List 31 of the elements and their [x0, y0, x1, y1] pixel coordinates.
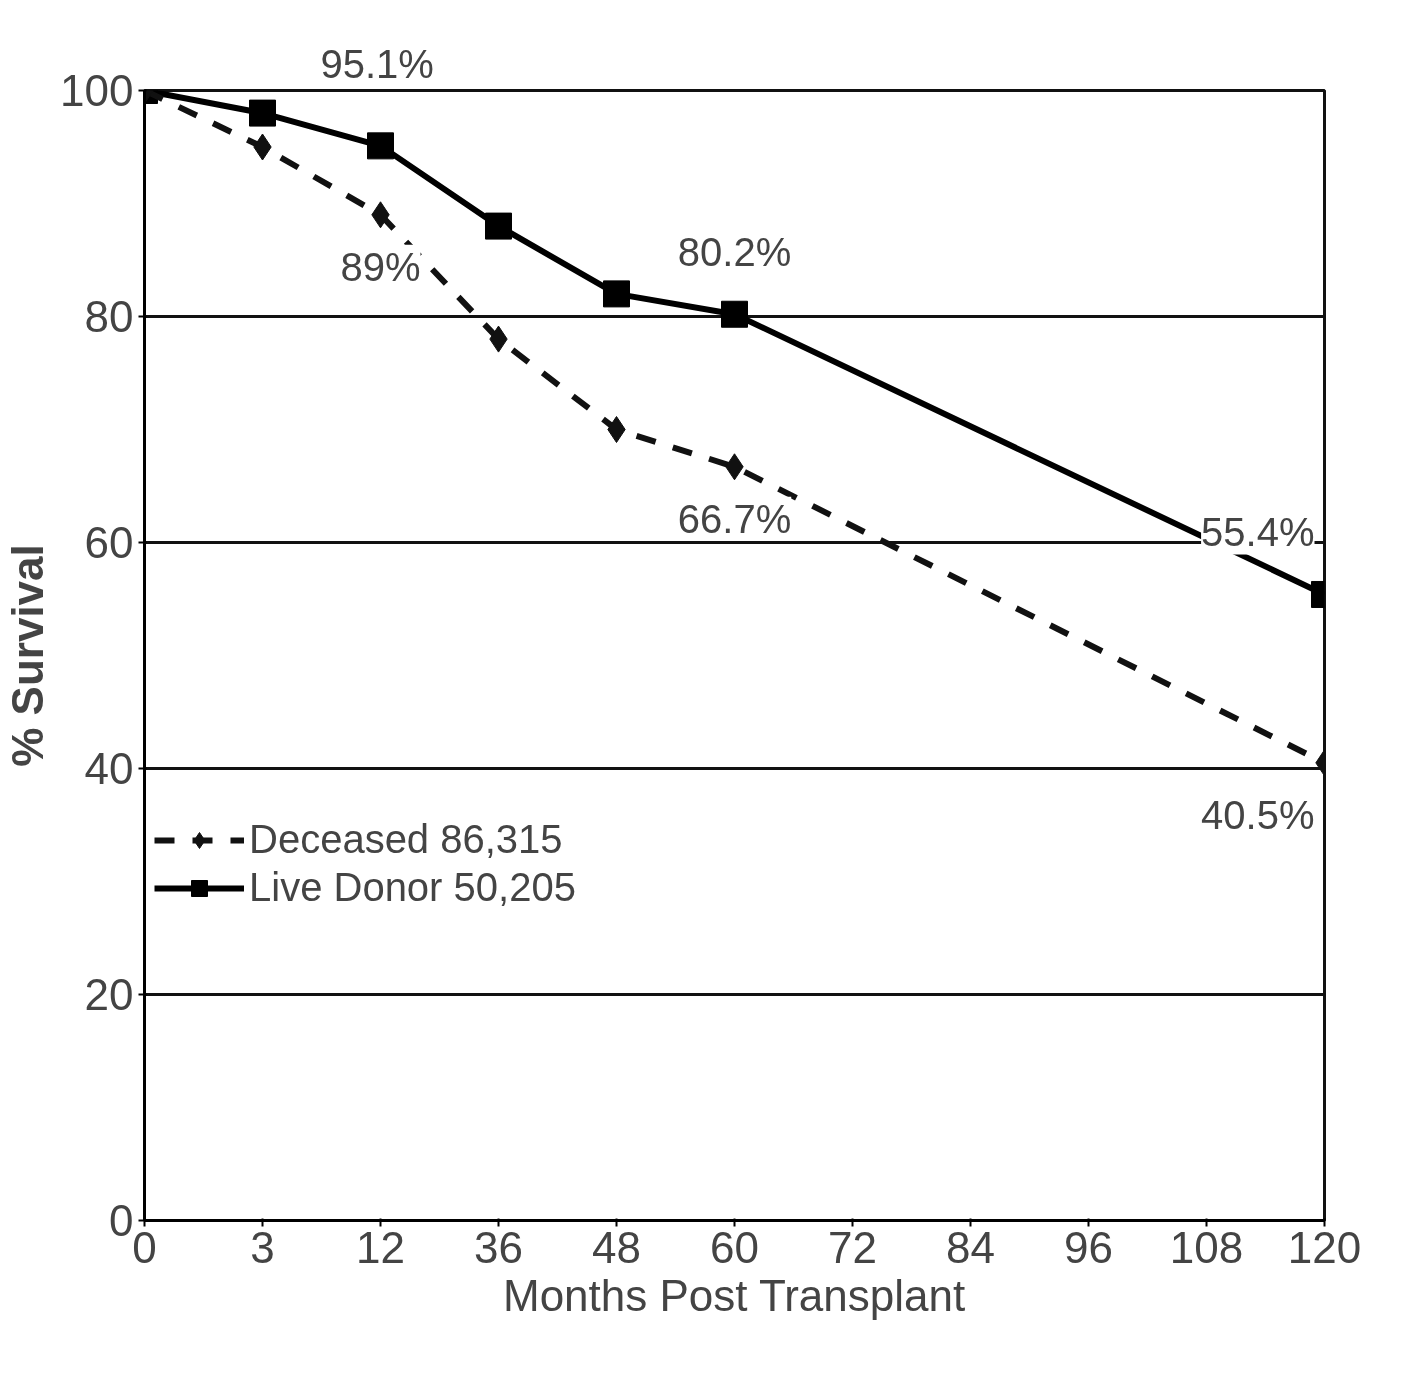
x-tick-label: 3 [250, 1222, 275, 1272]
x-tick-label: 72 [828, 1222, 877, 1272]
y-axis-title: % Survival [3, 544, 53, 767]
annotation: 95.1% [320, 41, 434, 86]
x-tick-label: 60 [710, 1222, 759, 1272]
annotation: 66.7% [677, 496, 792, 541]
point [607, 416, 626, 443]
point [485, 212, 512, 240]
x-tick-label: 120 [1287, 1222, 1362, 1272]
x-tick-label: 48 [592, 1222, 641, 1272]
point [603, 280, 630, 308]
annotation: 55.4% [1201, 510, 1315, 555]
annotation: 80.2% [677, 230, 792, 275]
x-tick-label: 108 [1169, 1222, 1244, 1272]
y-tick-label: 100 [60, 66, 134, 115]
x-axis-title: Months Post Transplant [502, 1270, 966, 1320]
y-tick-label: 80 [84, 292, 134, 341]
y-tick-label: 20 [84, 970, 134, 1019]
point [721, 300, 748, 328]
x-tick-label: 12 [356, 1222, 405, 1272]
y-tick-label: 40 [84, 744, 134, 793]
x-tick-label: 96 [1064, 1222, 1113, 1272]
legend-label: Live Donor 50,205 [249, 865, 576, 910]
point [367, 132, 394, 160]
x-tick-label: 84 [946, 1222, 995, 1272]
annotation: 89% [340, 244, 421, 289]
point [249, 99, 276, 127]
legend-label: Deceased 86,315 [249, 817, 563, 862]
y-tick-label: 60 [84, 518, 134, 567]
x-tick-label: 36 [474, 1222, 523, 1272]
annotation: 40.5% [1201, 792, 1315, 837]
